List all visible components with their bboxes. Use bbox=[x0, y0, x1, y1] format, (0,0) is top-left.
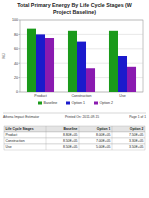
table-cell: 8.50E+05 bbox=[63, 145, 78, 149]
chart-title: Project Baseline) bbox=[53, 9, 96, 15]
table-divider bbox=[79, 138, 80, 144]
bar bbox=[86, 68, 95, 92]
table-row bbox=[4, 126, 145, 132]
category-label: Product bbox=[34, 94, 46, 98]
bar bbox=[36, 34, 45, 92]
table-divider bbox=[112, 138, 113, 144]
table-cell: 3.30E+05 bbox=[129, 139, 144, 143]
table-header: Life Cycle Stages bbox=[6, 127, 34, 131]
table-divider bbox=[46, 138, 47, 144]
table-divider bbox=[79, 132, 80, 138]
table-cell: Product bbox=[6, 133, 18, 137]
legend-label: Option 1 bbox=[72, 101, 86, 105]
table-cell: 8.80E+05 bbox=[63, 133, 78, 137]
table-cell: 8.00E+05 bbox=[96, 133, 111, 137]
table-cell: 3.50E+05 bbox=[129, 145, 144, 149]
category-label: Construction bbox=[71, 94, 91, 98]
table-header: Baseline bbox=[64, 127, 78, 131]
table-header: Option 2 bbox=[130, 127, 144, 131]
table-row bbox=[4, 138, 145, 144]
tick-label: 60 bbox=[14, 47, 18, 51]
table-cell: 7.50E+05 bbox=[129, 133, 144, 137]
table-divider bbox=[79, 144, 80, 150]
tick-label: 100 bbox=[12, 18, 18, 22]
y-axis-label: MJ bbox=[2, 53, 6, 58]
tick-mark bbox=[19, 63, 21, 64]
grid-line bbox=[20, 20, 143, 21]
legend-label: Option 2 bbox=[100, 101, 114, 105]
table-divider bbox=[46, 126, 47, 132]
category-label: Use bbox=[119, 94, 125, 98]
tick-mark bbox=[19, 77, 21, 78]
footer-rule bbox=[3, 113, 146, 114]
tick-mark bbox=[19, 92, 21, 93]
table-cell: Use bbox=[6, 145, 12, 149]
table-header: Option 1 bbox=[97, 127, 111, 131]
bars bbox=[27, 29, 136, 92]
tick-label: 0 bbox=[16, 90, 18, 94]
legend-swatch bbox=[38, 102, 42, 105]
bar bbox=[127, 67, 136, 92]
table-cell: Construction bbox=[6, 139, 25, 143]
legend-swatch bbox=[66, 102, 70, 105]
table-divider bbox=[112, 144, 113, 150]
bar bbox=[109, 31, 118, 92]
bar bbox=[68, 31, 77, 92]
footer-center: Printed On: 2011-09-15 bbox=[65, 115, 99, 119]
tick-mark bbox=[19, 34, 21, 35]
chart-title: Total Primary Energy By Life Cycle Stage… bbox=[17, 2, 132, 8]
bar bbox=[77, 42, 86, 92]
tick-label: 20 bbox=[14, 76, 18, 80]
table-divider bbox=[46, 132, 47, 138]
tick-label: 40 bbox=[14, 62, 18, 66]
tick-label: 80 bbox=[14, 33, 18, 37]
plot-frame bbox=[20, 20, 143, 92]
page: Total Primary Energy By Life Cycle Stage… bbox=[0, 0, 149, 198]
table-divider bbox=[112, 132, 113, 138]
table-divider bbox=[79, 126, 80, 132]
table-row bbox=[4, 132, 145, 138]
table-cell: 5.00E+05 bbox=[96, 145, 111, 149]
tick-mark bbox=[19, 48, 21, 49]
table-cell: 7.00E+05 bbox=[96, 139, 111, 143]
table-row bbox=[4, 144, 145, 150]
bar bbox=[27, 29, 36, 92]
footer-left: Athena Impact Estimator bbox=[3, 115, 40, 119]
footer-right: Page 1 of 1 bbox=[129, 115, 146, 119]
bar bbox=[118, 56, 127, 92]
table-cell: 8.50E+05 bbox=[63, 139, 78, 143]
legend-swatch bbox=[94, 102, 98, 105]
legend-label: Baseline bbox=[44, 101, 58, 105]
tick-mark bbox=[19, 20, 21, 21]
bar bbox=[45, 38, 54, 92]
table-divider bbox=[112, 126, 113, 132]
table-divider bbox=[46, 144, 47, 150]
